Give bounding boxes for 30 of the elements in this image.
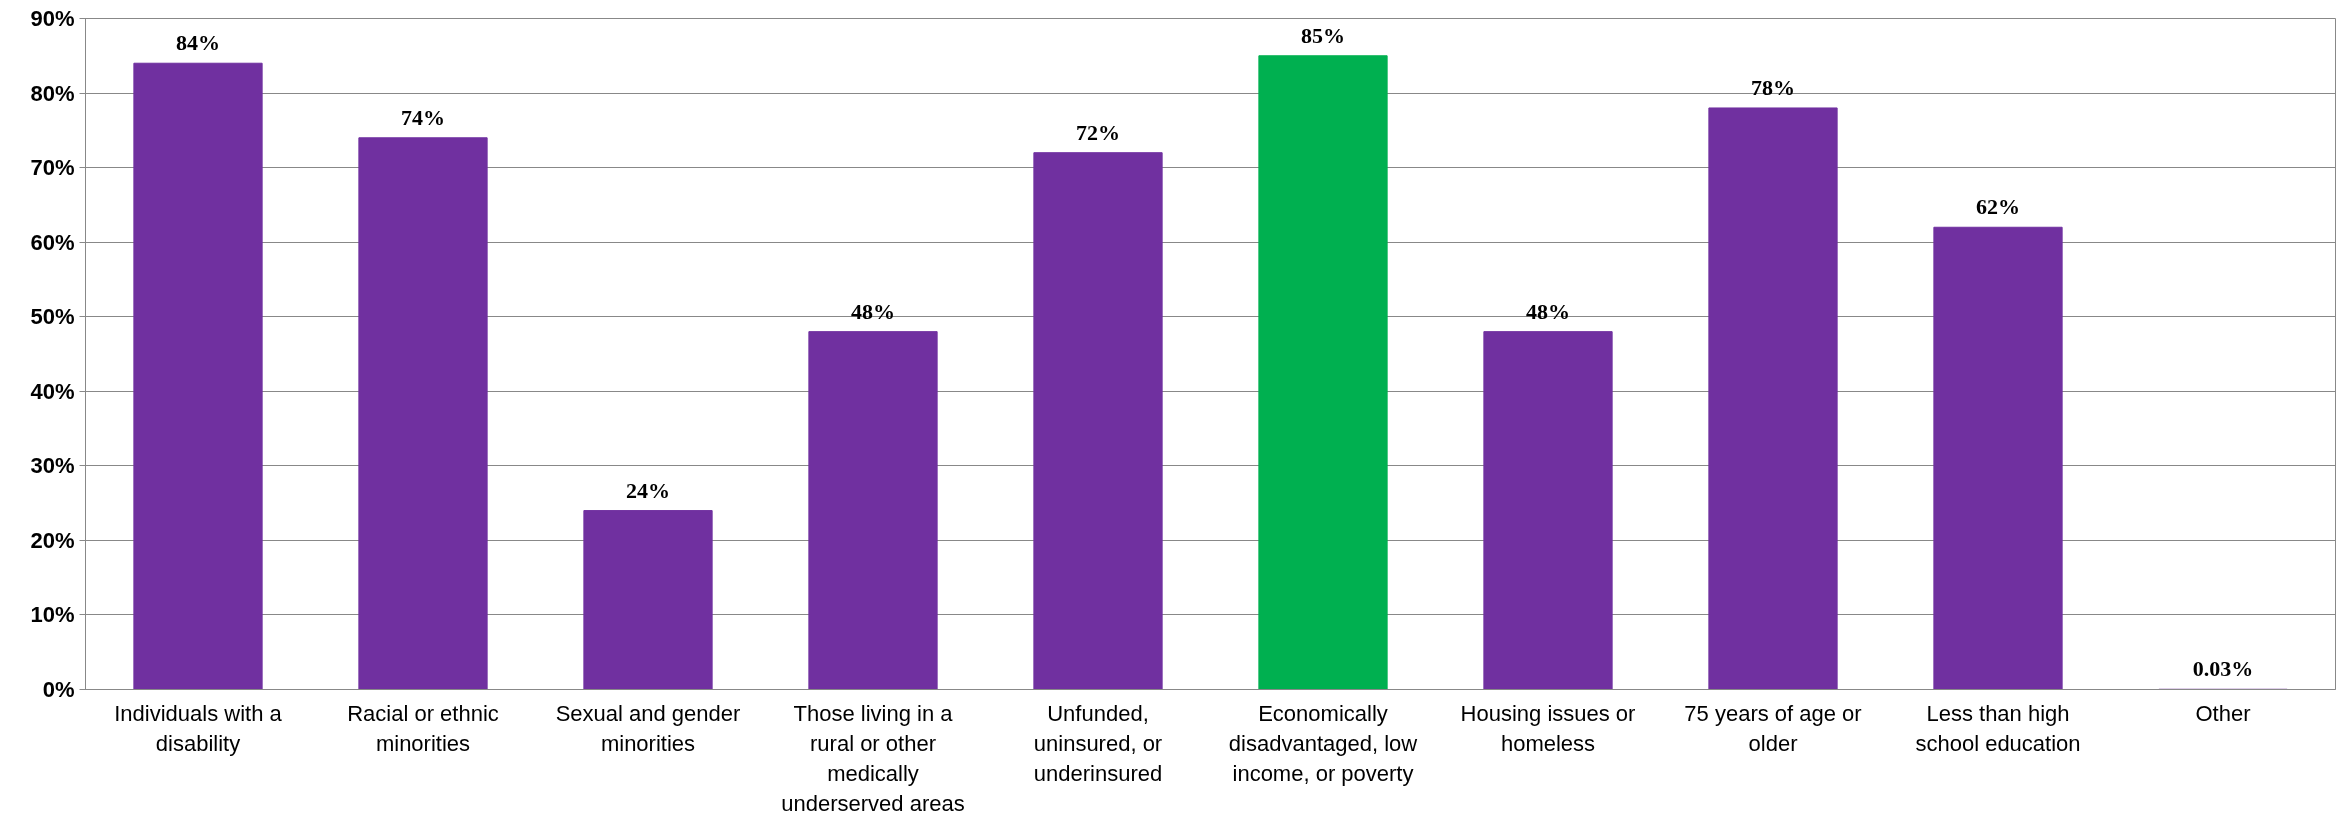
data-label: 85% [1301,22,1345,48]
y-tick-label: 40% [30,378,75,404]
y-tick-label: 10% [30,602,75,628]
y-tick-label: 70% [30,155,75,181]
x-tick-label: Those living in a rural or other medically underserved areas [781,700,965,816]
x-tick-label: Individuals with a disability [114,700,283,756]
y-tick-label: 20% [30,527,75,553]
x-tick-label: Racial or ethnic minorities [347,700,499,756]
data-label: 72% [1076,119,1120,145]
data-label: 78% [1751,74,1795,100]
x-tick-label: Less than high school education [1915,700,2081,756]
data-label: 48% [1526,298,1570,324]
data-label: 74% [401,104,445,130]
y-tick-label: 60% [30,229,75,255]
y-tick-label: 80% [30,80,75,106]
x-tick-label: 75 years of age or older [1684,700,1862,756]
x-tick-label: Sexual and gender minorities [555,700,741,756]
data-label: 62% [1976,194,2020,220]
y-tick-label: 50% [30,304,75,330]
x-tick-label: Housing issues or homeless [1460,700,1636,756]
y-tick-label: 0% [42,677,75,702]
data-label: 48% [851,298,895,324]
data-label: 24% [626,477,670,503]
data-label: 0.03% [2192,656,2254,682]
x-tick-label: Unfunded, uninsured, or underinsured [1033,700,1163,786]
x-tick-label: Other [2195,700,2251,726]
y-tick-label: 90% [30,6,75,31]
data-label: 84% [176,30,220,56]
y-tick-label: 30% [30,453,75,479]
x-tick-label: Economically disadvantaged, low income, or poverty [1228,700,1418,786]
